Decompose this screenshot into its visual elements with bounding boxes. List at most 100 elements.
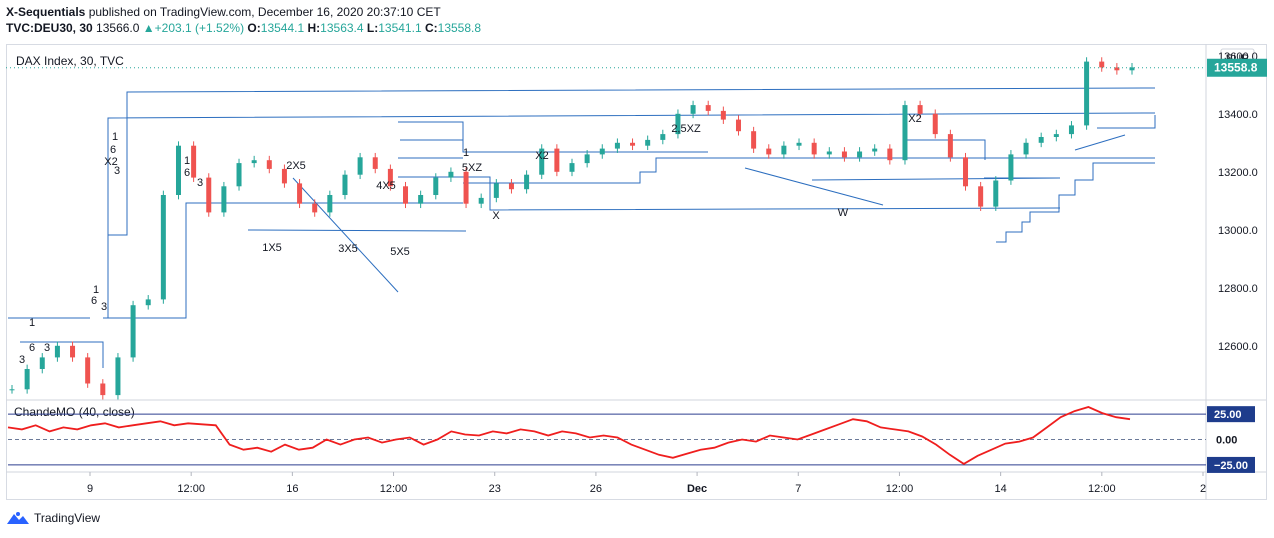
annotation-label: 1 bbox=[184, 155, 190, 167]
indicator-level-label: −25.00 bbox=[1214, 460, 1248, 472]
level-line bbox=[907, 139, 986, 160]
time-tick-label: 16 bbox=[286, 483, 298, 495]
price-tick-label: 12800.0 bbox=[1218, 283, 1258, 295]
close-value: 13558.8 bbox=[437, 21, 482, 35]
candle-body bbox=[493, 183, 499, 198]
close-label: C: bbox=[424, 21, 438, 35]
annotation-label: 1 bbox=[112, 131, 118, 143]
price-tick-label: 13400.0 bbox=[1218, 109, 1258, 121]
chart-frame[interactable] bbox=[6, 44, 1267, 500]
candle-body bbox=[508, 183, 514, 190]
candle-body bbox=[826, 151, 832, 155]
candle-body bbox=[932, 113, 938, 135]
candle-body bbox=[947, 134, 953, 158]
candle-body bbox=[85, 357, 91, 384]
candle-body bbox=[463, 171, 469, 204]
annotation-label: X bbox=[492, 210, 500, 222]
price-change: +203.1 (+1.52%) bbox=[154, 21, 245, 35]
annotation-label: 1 bbox=[463, 147, 469, 159]
candle-body bbox=[1038, 137, 1044, 143]
candles bbox=[9, 57, 1135, 400]
candle-body bbox=[433, 177, 439, 195]
footer-brand: TradingView bbox=[34, 511, 101, 525]
time-tick-label: 12:00 bbox=[1088, 483, 1116, 495]
annotation-label: 5XZ bbox=[462, 162, 482, 174]
candle-body bbox=[978, 186, 984, 207]
candle-body bbox=[191, 145, 197, 178]
trend-line bbox=[292, 177, 399, 293]
candle-body bbox=[1053, 134, 1059, 137]
candle-body bbox=[281, 168, 287, 184]
level-line bbox=[247, 229, 467, 232]
price-tick-label: 12600.0 bbox=[1218, 341, 1258, 353]
last-price-label: 13558.8 bbox=[1214, 61, 1258, 75]
annotation-label: 2X5 bbox=[286, 160, 306, 172]
candle-body bbox=[766, 148, 772, 155]
time-tick-label: 12:00 bbox=[177, 483, 205, 495]
candle-body bbox=[539, 148, 545, 175]
candle-body bbox=[266, 160, 272, 169]
candle-body bbox=[917, 105, 923, 114]
price-axis[interactable]: 12600.012800.013000.013200.013400.013600… bbox=[1218, 51, 1258, 353]
candle-body bbox=[675, 113, 681, 135]
last-price-tag[interactable]: 13558.8 bbox=[1207, 58, 1267, 77]
time-tick-label: 9 bbox=[87, 483, 93, 495]
candle-body bbox=[387, 168, 393, 187]
candle-body bbox=[327, 195, 333, 213]
symbol-label: TVC:DEU30, 30 bbox=[6, 21, 93, 35]
candle-body bbox=[796, 142, 802, 146]
sequential-levels bbox=[8, 87, 1156, 368]
candle-body bbox=[312, 203, 318, 213]
indicator-level-tag bbox=[1207, 406, 1255, 423]
annotation-label: 3 bbox=[114, 165, 120, 177]
candle-body bbox=[130, 305, 136, 358]
candle-body bbox=[963, 157, 969, 187]
level-line bbox=[103, 202, 463, 319]
candle-body bbox=[569, 163, 575, 172]
candle-body bbox=[54, 345, 60, 358]
time-axis[interactable]: 9 12:00 16 12:00 23 26 Dec 7 12:00 14 12:00 2 bbox=[87, 472, 1206, 495]
annotation-label: 1 bbox=[93, 284, 99, 296]
candle-body bbox=[614, 142, 620, 149]
tradingview-logo-icon bbox=[7, 512, 29, 524]
candle-body bbox=[100, 383, 106, 396]
annotation-label: X2 bbox=[908, 113, 921, 125]
candle-body bbox=[1129, 67, 1135, 71]
annotation-label: 3 bbox=[101, 301, 107, 313]
indicator-level-tag bbox=[1207, 456, 1255, 473]
annotation-label: 2,5XZ bbox=[671, 123, 701, 135]
price-tick-label: 13000.0 bbox=[1218, 225, 1258, 237]
candle-body bbox=[206, 177, 212, 213]
candle-body bbox=[524, 174, 530, 190]
annotation-label: 1 bbox=[29, 317, 35, 329]
candle-body bbox=[1114, 67, 1120, 71]
candle-body bbox=[705, 105, 711, 111]
annotation-label: X2 bbox=[535, 150, 548, 162]
author-name[interactable]: X-Sequentials bbox=[6, 5, 86, 19]
annotation-label: 6 bbox=[184, 167, 190, 179]
level-line bbox=[107, 112, 1156, 318]
candle-body bbox=[887, 148, 893, 161]
annotation-label: 5X5 bbox=[390, 246, 410, 258]
candle-body bbox=[599, 148, 605, 155]
candle-body bbox=[448, 171, 454, 178]
annotation-label: 3X5 bbox=[338, 243, 358, 255]
candle-body bbox=[645, 139, 651, 146]
high-label: H: bbox=[307, 21, 321, 35]
indicator-title: ChandeMO (40, close) bbox=[14, 405, 135, 419]
time-tick-label: Dec bbox=[687, 483, 707, 495]
level-line bbox=[398, 121, 708, 153]
candle-body bbox=[160, 195, 166, 300]
time-tick-label: 14 bbox=[995, 483, 1007, 495]
annotation-label: 6 bbox=[91, 295, 97, 307]
tradingview-footer[interactable]: TradingView bbox=[6, 511, 100, 525]
candle-body bbox=[236, 163, 242, 187]
open-label: O: bbox=[247, 21, 261, 35]
time-tick-label: 26 bbox=[590, 483, 602, 495]
candle-body bbox=[357, 157, 363, 175]
candle-body bbox=[1084, 61, 1090, 126]
chart-header: X-Sequentials published on TradingView.c… bbox=[6, 4, 481, 36]
chande-line bbox=[7, 406, 1131, 465]
candle-body bbox=[297, 183, 303, 204]
